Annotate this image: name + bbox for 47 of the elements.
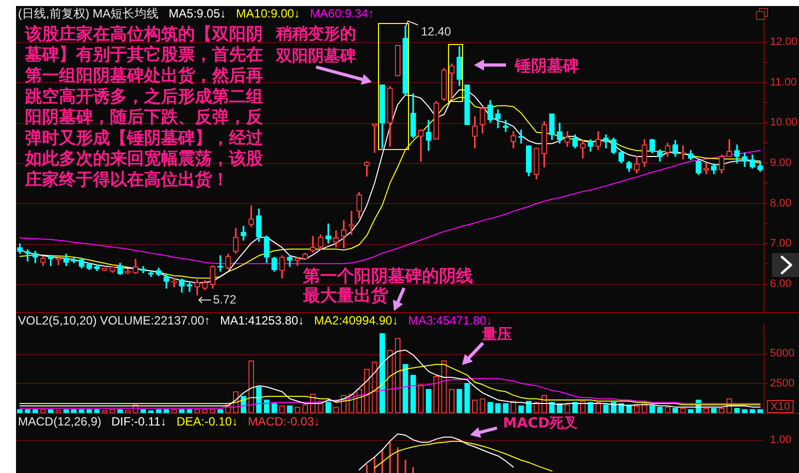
bar	[487, 402, 494, 413]
annotation: 量压	[481, 324, 512, 343]
bar	[588, 402, 594, 413]
bar	[572, 402, 578, 413]
y-tick-label: 6.00	[770, 278, 792, 290]
annotation: 5.72	[213, 292, 237, 306]
bar	[272, 403, 278, 413]
text: DIF:-0.11↓	[111, 414, 166, 428]
text: MA2:40994.90↓	[314, 313, 398, 328]
y-tick-label: 9.00	[770, 157, 792, 170]
bar	[402, 364, 408, 413]
bar	[672, 408, 678, 413]
bar	[464, 383, 470, 413]
y-tick-label: 8.00	[770, 197, 792, 210]
y-tick-label: 2500	[770, 377, 794, 390]
y-axis-title: X10	[770, 401, 790, 414]
text: MACD:-0.03↓	[248, 414, 320, 428]
annotation: 12.40	[421, 24, 452, 38]
y-tick-label: 11.00	[770, 76, 797, 88]
bar	[456, 388, 462, 413]
bar	[325, 402, 332, 413]
bar	[410, 374, 416, 413]
annotation: 该股庄家在高位构筑的【双阳阴墓碑】有别于其它股票，首先在第一组阳阴墓碑处出货，然后再跳空高开诱多，之后形成第二组阳阴墓碑，随后下跌、反弹，反弹时又形成【锤阴墓碑】，经过如此多次的来回宽幅震荡，该股庄家终于得以在高位出货！	[24, 24, 264, 190]
text: MA5:9.05↓	[168, 6, 226, 20]
chart-title: (日线,前复权) MA短长均线	[18, 6, 159, 20]
candlestick	[148, 270, 154, 277]
text: MA1:41253.80↓	[220, 313, 304, 328]
y-tick-label: 10.00	[770, 116, 798, 129]
text: MA10:9.00↓	[236, 6, 300, 20]
chart-title: MACD(12,26,9)	[18, 414, 102, 428]
annotation: 稍稍变形的双阳阴墓碑	[275, 24, 356, 66]
annotation: 锤阴墓碑	[514, 56, 579, 76]
bar	[379, 333, 386, 413]
text: 1.00	[770, 434, 792, 446]
bar	[426, 388, 432, 413]
chart-title: VOL2(5,10,20) VOLUME:22137.00↑	[18, 313, 210, 328]
bar	[502, 403, 508, 413]
annotation: 第一个阳阴墓碑的阴线最大量出货	[302, 266, 473, 306]
y-tick-label: 5000	[770, 348, 794, 360]
text: DEA:-0.10↓	[176, 414, 238, 428]
bar	[495, 403, 501, 413]
text: MA60:9.34↑	[310, 6, 374, 20]
y-tick-label: 12.00	[770, 36, 798, 48]
y-tick-label: 7.00	[770, 238, 792, 250]
bar	[549, 402, 555, 413]
text: MA3:45471.80↓	[408, 313, 492, 328]
text: MACD死叉	[503, 416, 578, 432]
